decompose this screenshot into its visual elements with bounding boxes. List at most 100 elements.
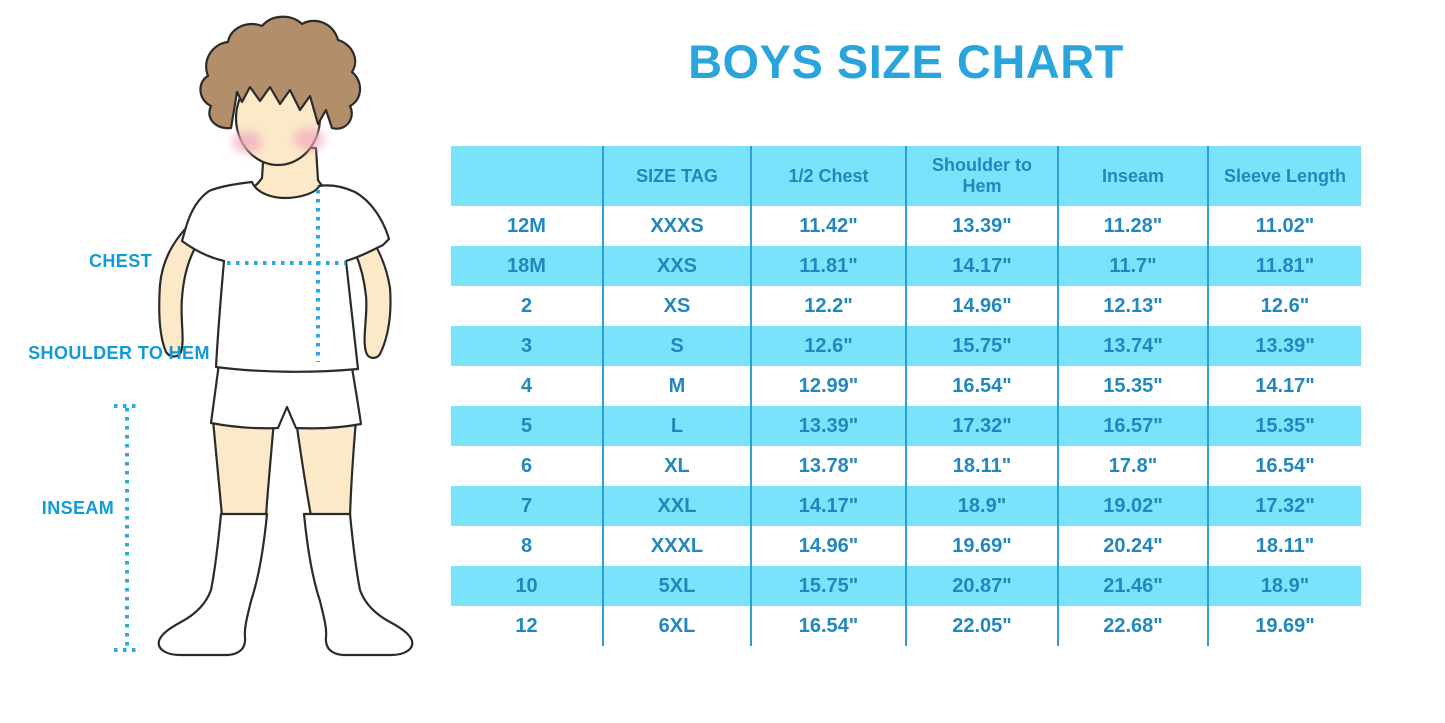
table-cell: 13.39" xyxy=(905,206,1058,246)
table-cell: 19.69" xyxy=(905,526,1058,566)
table-cell: 16.54" xyxy=(1207,446,1361,486)
size-chart-table: SIZE TAG 1/2 Chest Shoulder to Hem Inseam Sl… xyxy=(451,146,1361,646)
table-cell: 18.9" xyxy=(1207,566,1361,606)
inseam-label: INSEAM xyxy=(41,498,115,518)
size-cell: 7 xyxy=(520,494,533,517)
table-cell: 21.46" xyxy=(1057,566,1208,606)
column-header-inseam: Inseam xyxy=(1057,146,1208,206)
table-row: 5 L 13.39" 17.32" 16.57" 15.35" xyxy=(451,406,1361,446)
table-cell: XS xyxy=(602,286,751,326)
table-cell: 16.54" xyxy=(905,366,1058,406)
table-cell: 12.6" xyxy=(750,326,906,366)
table-cell: 12.99" xyxy=(750,366,906,406)
page-title: BOYS SIZE CHART xyxy=(688,35,1124,88)
table-cell: XXXL xyxy=(602,526,751,566)
table-cell: XXS xyxy=(602,246,751,286)
table-cell: 12.6" xyxy=(1207,286,1361,326)
size-cell: 12M xyxy=(507,214,546,237)
table-cell: 11.42" xyxy=(750,206,906,246)
header-row: SIZE TAG 1/2 Chest Shoulder to Hem Inseam Sl… xyxy=(451,146,1361,206)
right-cheek xyxy=(294,128,324,150)
table-body: 12M XXXS 11.42" 13.39" 11.28" 11.02" 18M XXS 11.… xyxy=(451,206,1361,646)
table-cell: 11.7" xyxy=(1057,246,1208,286)
table-cell: XXXS xyxy=(602,206,751,246)
table-row: 2 XS 12.2" 14.96" 12.13" 12.6" xyxy=(451,286,1361,326)
boy-illustration xyxy=(114,15,414,657)
size-cell: 8 xyxy=(520,534,533,557)
t-shirt xyxy=(180,180,391,373)
measurement-figure: CHEST SHOULDER TO HEM INSEAM xyxy=(0,0,450,723)
size-cell: 3 xyxy=(520,334,533,357)
chest-label: CHEST xyxy=(88,251,152,271)
table-cell: 11.02" xyxy=(1207,206,1361,246)
table-cell: 16.57" xyxy=(1057,406,1208,446)
size-chart-section: BOYS SIZE CHART SIZE TAG 1/2 Chest Shoulde… xyxy=(451,0,1361,723)
right-leg xyxy=(294,418,358,518)
column-header-sleeve-length: Sleeve Length xyxy=(1207,146,1361,206)
table-cell: M xyxy=(602,366,751,406)
table-cell: 16.54" xyxy=(750,606,906,646)
table-cell: 19.69" xyxy=(1207,606,1361,646)
size-cell: 4 xyxy=(520,374,533,397)
table-cell: 14.96" xyxy=(750,526,906,566)
left-leg xyxy=(211,418,276,518)
hair xyxy=(199,15,362,130)
table-cell: 20.87" xyxy=(905,566,1058,606)
table-cell: XL xyxy=(602,446,751,486)
column-header-size-tag: SIZE TAG xyxy=(602,146,751,206)
left-sock xyxy=(157,512,269,657)
table-cell: 11.81" xyxy=(750,246,906,286)
table-row: 12M XXXS 11.42" 13.39" 11.28" 11.02" xyxy=(451,206,1361,246)
table-cell: 12.13" xyxy=(1057,286,1208,326)
table-cell: 15.35" xyxy=(1057,366,1208,406)
table-cell: 17.32" xyxy=(1207,486,1361,526)
table-row: 8 XXXL 14.96" 19.69" 20.24" 18.11" xyxy=(451,526,1361,566)
left-cheek xyxy=(232,131,262,153)
size-cell: 10 xyxy=(515,574,538,597)
table-cell: 13.39" xyxy=(750,406,906,446)
table-cell: 5XL xyxy=(602,566,751,606)
table-cell: 13.78" xyxy=(750,446,906,486)
table-cell: 22.68" xyxy=(1057,606,1208,646)
table-cell: 13.74" xyxy=(1057,326,1208,366)
size-cell: 6 xyxy=(520,454,533,477)
table-cell: 22.05" xyxy=(905,606,1058,646)
table-cell: XXL xyxy=(602,486,751,526)
table-cell: 20.24" xyxy=(1057,526,1208,566)
right-sock xyxy=(302,512,414,657)
table-row: 6 XL 13.78" 18.11" 17.8" 16.54" xyxy=(451,446,1361,486)
table-cell: 14.96" xyxy=(905,286,1058,326)
table-row: 10 5XL 15.75" 20.87" 21.46" 18.9" xyxy=(451,566,1361,606)
table-row: 3 S 12.6" 15.75" 13.74" 13.39" xyxy=(451,326,1361,366)
column-header-size xyxy=(451,146,603,206)
table-cell: 15.35" xyxy=(1207,406,1361,446)
table-cell: 11.28" xyxy=(1057,206,1208,246)
table-cell: 6XL xyxy=(602,606,751,646)
table-cell: 17.8" xyxy=(1057,446,1208,486)
column-header-shoulder-to-hem: Shoulder to Hem xyxy=(905,146,1058,206)
table-cell: 18.11" xyxy=(905,446,1058,486)
table-cell: 13.39" xyxy=(1207,326,1361,366)
table-head: SIZE TAG 1/2 Chest Shoulder to Hem Inseam Sl… xyxy=(451,146,1361,206)
table-cell: 17.32" xyxy=(905,406,1058,446)
table-row: 4 M 12.99" 16.54" 15.35" 14.17" xyxy=(451,366,1361,406)
table-cell: 14.17" xyxy=(750,486,906,526)
table-cell: 15.75" xyxy=(905,326,1058,366)
table-cell: 11.81" xyxy=(1207,246,1361,286)
size-cell: 5 xyxy=(520,414,533,437)
table-cell: 14.17" xyxy=(1207,366,1361,406)
size-cell: 12 xyxy=(515,614,538,637)
size-cell: 18M xyxy=(507,254,546,277)
table-cell: 19.02" xyxy=(1057,486,1208,526)
table-cell: L xyxy=(602,406,751,446)
column-header-1-2-chest: 1/2 Chest xyxy=(750,146,906,206)
table-cell: 12.2" xyxy=(750,286,906,326)
table-row: 12 6XL 16.54" 22.05" 22.68" 19.69" xyxy=(451,606,1361,646)
table-row: 18M XXS 11.81" 14.17" 11.7" 11.81" xyxy=(451,246,1361,286)
table-row: 7 XXL 14.17" 18.9" 19.02" 17.32" xyxy=(451,486,1361,526)
table-cell: 15.75" xyxy=(750,566,906,606)
right-arm xyxy=(340,213,392,359)
table-cell: 18.9" xyxy=(905,486,1058,526)
table-cell: 14.17" xyxy=(905,246,1058,286)
